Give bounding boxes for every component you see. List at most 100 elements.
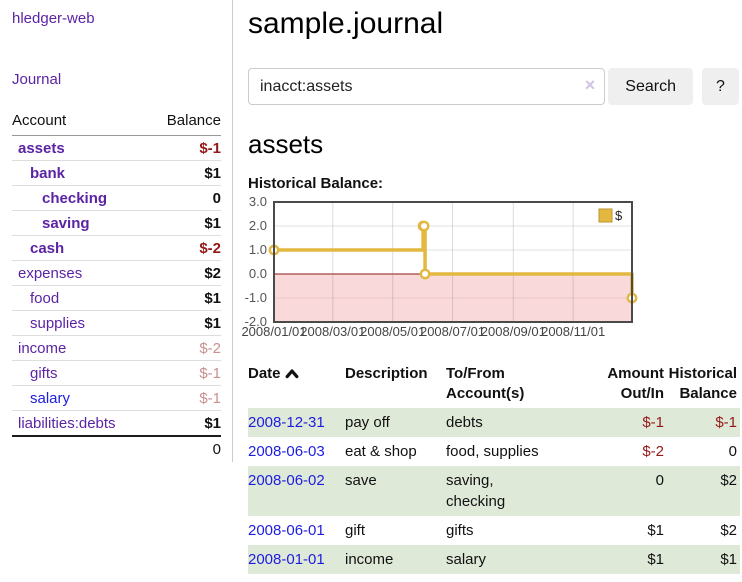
svg-text:-2.0: -2.0 [245, 314, 267, 329]
chart-title: Historical Balance: [248, 175, 384, 192]
transaction-accounts: food, supplies [446, 443, 539, 460]
accounts-table: Account Balance assets $-1 bank $1 checking 0… [12, 109, 221, 462]
account-row: expenses $2 [12, 261, 221, 286]
account-balance: 0 [212, 190, 221, 207]
account-balance: $1 [204, 315, 221, 332]
account-row: cash $-2 [12, 236, 221, 261]
main-content: sample.journal × Search ? assets Histori… [234, 0, 742, 574]
svg-text:-1.0: -1.0 [245, 290, 267, 305]
svg-text:2008/11/01: 2008/11/01 [541, 324, 605, 339]
transaction-amount: $-2 [642, 443, 664, 460]
transaction-description: gift [345, 522, 366, 539]
transaction-description: pay off [345, 414, 390, 431]
transaction-amount: $-1 [642, 414, 664, 431]
accounts-total-row: 0 [12, 435, 221, 462]
account-balance: $1 [204, 415, 221, 432]
transaction-description: eat & shop [345, 443, 417, 460]
transactions-body: 2008-12-31 pay off debts $-1 $-1 2008-06-03 ea… [248, 408, 740, 574]
table-row: 2008-06-03 eat & shop food, supplies $-2 0 [248, 437, 740, 466]
transaction-balance: $2 [720, 472, 737, 489]
account-balance: $1 [204, 165, 221, 182]
account-link[interactable]: income [18, 340, 67, 357]
svg-text:0.0: 0.0 [249, 266, 267, 281]
accounts-total-value: 0 [212, 441, 221, 458]
app-title-link[interactable]: hledger-web [12, 10, 95, 27]
account-row: bank $1 [12, 161, 221, 186]
accounts-header-account: Account [12, 112, 67, 129]
transaction-date-link[interactable]: 2008-06-02 [248, 472, 325, 489]
account-balance: $-2 [199, 340, 221, 357]
search-input[interactable] [248, 68, 606, 105]
date-header-label: Date [248, 365, 281, 382]
account-link[interactable]: saving [42, 215, 90, 232]
page-title: sample.journal [248, 7, 444, 40]
account-row: checking 0 [12, 186, 221, 211]
transaction-balance: $-1 [715, 414, 737, 431]
tofrom-header: To/From Account(s) [446, 365, 525, 402]
transaction-date-link[interactable]: 2008-06-03 [248, 443, 325, 460]
search-button[interactable]: Search [608, 68, 693, 105]
amount-header: Amount Out/In [607, 365, 664, 402]
table-row: 2008-12-31 pay off debts $-1 $-1 [248, 408, 740, 437]
svg-text:2008/09/01: 2008/09/01 [481, 324, 546, 339]
account-link[interactable]: gifts [30, 365, 58, 382]
transaction-balance: $2 [720, 522, 737, 539]
svg-text:$: $ [615, 208, 623, 223]
transaction-amount: $1 [647, 522, 664, 539]
transaction-amount: $1 [647, 551, 664, 568]
account-row: gifts $-1 [12, 361, 221, 386]
svg-text:2.0: 2.0 [249, 218, 267, 233]
account-link[interactable]: liabilities:debts [18, 415, 116, 432]
account-row: supplies $1 [12, 311, 221, 336]
transactions-table: Date Description To/From Account(s) Amou… [248, 362, 740, 574]
nav-journal-link[interactable]: Journal [12, 71, 62, 88]
account-row: saving $1 [12, 211, 221, 236]
account-row: income $-2 [12, 336, 221, 361]
account-balance: $-1 [199, 365, 221, 382]
accounts-header-balance: Balance [166, 112, 221, 129]
transaction-date-link[interactable]: 2008-06-01 [248, 522, 325, 539]
sidebar: hledger-web Journal Account Balance asse… [0, 0, 233, 462]
account-link[interactable]: checking [42, 190, 108, 207]
transaction-date-link[interactable]: 2008-01-01 [248, 551, 325, 568]
balance-chart: $3.0 2.0 1.0 0.0 -1.0 -2.02008/01/012008/03/0… [241, 194, 638, 339]
clear-search-icon[interactable]: × [584, 75, 596, 95]
transaction-accounts: gifts [446, 522, 474, 539]
account-row: assets $-1 [12, 136, 221, 161]
account-balance: $-1 [199, 390, 221, 407]
account-balance: $-2 [199, 240, 221, 257]
account-heading: assets [248, 129, 324, 159]
transaction-accounts: debts [446, 414, 483, 431]
table-row: 2008-06-02 save saving, checking 0 $2 [248, 466, 740, 516]
transaction-amount: 0 [655, 472, 664, 489]
svg-text:1.0: 1.0 [249, 242, 267, 257]
svg-text:2008/01/01: 2008/01/01 [241, 324, 306, 339]
sort-ascending-icon [285, 369, 298, 379]
account-rows: assets $-1 bank $1 checking 0 saving $1 cash $-2 e… [12, 136, 221, 435]
account-link[interactable]: food [30, 290, 60, 307]
search-form: × Search ? [248, 68, 739, 105]
description-header: Description [345, 365, 428, 382]
transaction-accounts: salary [446, 551, 487, 568]
svg-text:2008/03/01: 2008/03/01 [300, 324, 365, 339]
account-link[interactable]: supplies [30, 315, 86, 332]
account-balance: $2 [204, 265, 221, 282]
date-sort-header[interactable]: Date [248, 362, 345, 408]
transaction-description: save [345, 472, 377, 489]
transaction-date-link[interactable]: 2008-12-31 [248, 414, 325, 431]
account-link[interactable]: bank [30, 165, 66, 182]
table-row: 2008-01-01 income salary $1 $1 [248, 545, 740, 574]
svg-text:3.0: 3.0 [249, 194, 267, 209]
account-row: food $1 [12, 286, 221, 311]
svg-text:2008/05/01: 2008/05/01 [360, 324, 425, 339]
account-link[interactable]: cash [30, 240, 65, 257]
help-button[interactable]: ? [702, 68, 739, 105]
account-link[interactable]: expenses [18, 265, 83, 282]
transaction-description: income [345, 551, 394, 568]
account-link[interactable]: salary [30, 390, 71, 407]
transaction-accounts: saving, checking [446, 472, 506, 510]
transaction-balance: 0 [728, 443, 737, 460]
accounts-table-header: Account Balance [12, 109, 221, 136]
account-balance: $-1 [199, 140, 221, 157]
account-link[interactable]: assets [18, 140, 65, 157]
